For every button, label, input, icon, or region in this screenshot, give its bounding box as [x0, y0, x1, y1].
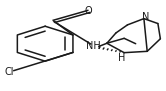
Text: NH: NH: [86, 41, 101, 51]
Text: N: N: [142, 12, 149, 22]
Text: H: H: [118, 54, 125, 64]
Text: Cl: Cl: [5, 67, 14, 77]
Text: O: O: [85, 6, 93, 16]
